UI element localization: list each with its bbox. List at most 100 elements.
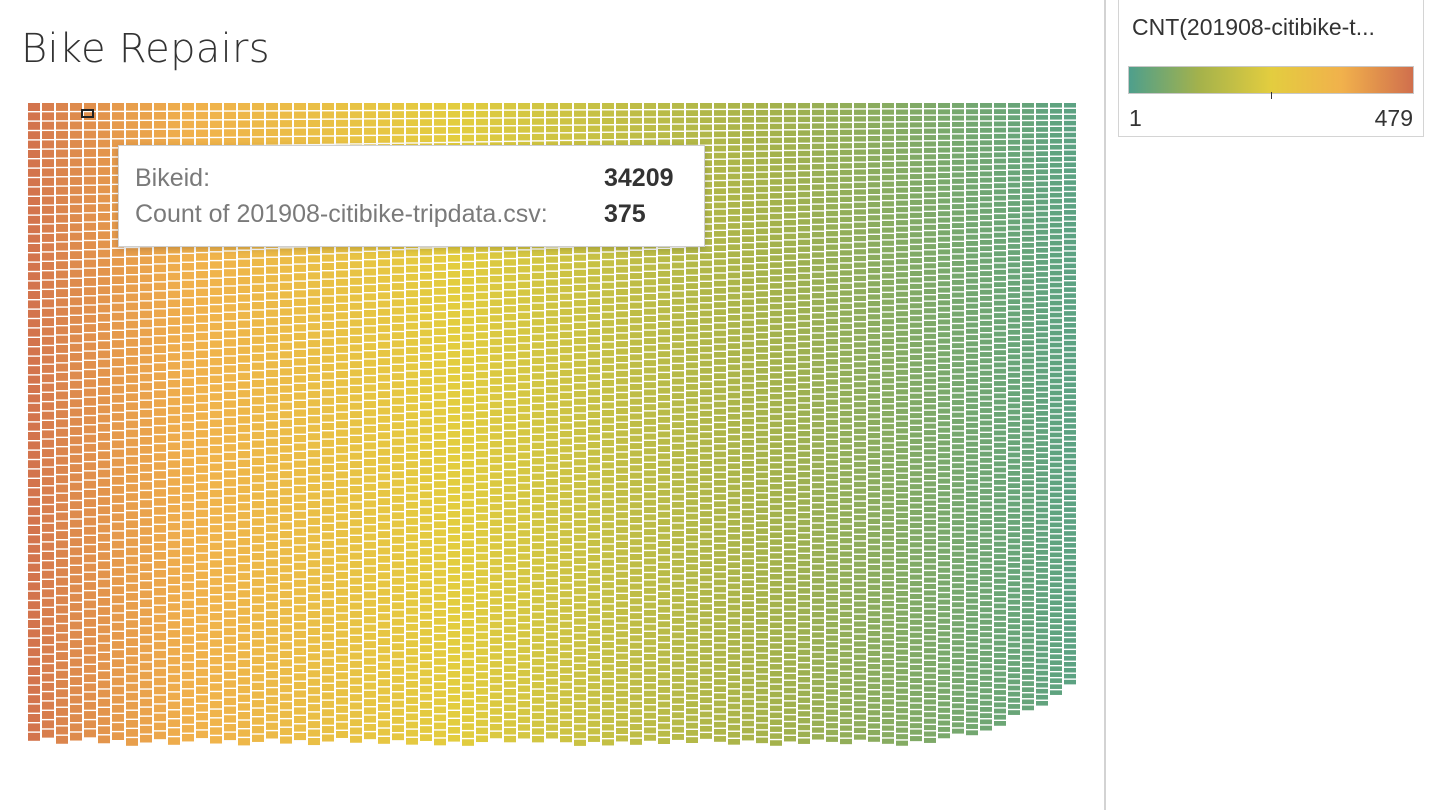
treemap-mark[interactable] — [420, 289, 432, 296]
treemap-mark[interactable] — [434, 336, 446, 343]
treemap-mark[interactable] — [840, 638, 852, 644]
treemap-mark[interactable] — [322, 279, 334, 287]
treemap-mark[interactable] — [602, 110, 614, 117]
treemap-mark[interactable] — [322, 599, 334, 607]
treemap-mark[interactable] — [56, 540, 68, 549]
treemap-mark[interactable] — [714, 302, 726, 308]
treemap-mark[interactable] — [84, 388, 96, 397]
treemap-mark[interactable] — [392, 414, 404, 421]
treemap-mark[interactable] — [756, 521, 768, 527]
treemap-mark[interactable] — [644, 690, 656, 697]
treemap-mark[interactable] — [56, 493, 68, 502]
treemap-mark[interactable] — [630, 339, 642, 346]
treemap-mark[interactable] — [196, 668, 208, 677]
treemap-mark[interactable] — [392, 520, 404, 528]
treemap-mark[interactable] — [728, 576, 740, 583]
treemap-mark[interactable] — [182, 378, 194, 386]
treemap-mark[interactable] — [840, 136, 852, 142]
treemap-mark[interactable] — [196, 341, 208, 350]
treemap-mark[interactable] — [266, 533, 278, 541]
treemap-mark[interactable] — [280, 693, 292, 701]
treemap-mark[interactable] — [448, 407, 460, 414]
treemap-mark[interactable] — [84, 195, 96, 203]
treemap-mark[interactable] — [56, 596, 68, 605]
treemap-mark[interactable] — [252, 388, 264, 396]
treemap-mark[interactable] — [630, 672, 642, 679]
treemap-mark[interactable] — [252, 561, 264, 569]
treemap-mark[interactable] — [490, 668, 502, 676]
treemap-mark[interactable] — [560, 400, 572, 407]
treemap-mark[interactable] — [294, 605, 306, 613]
treemap-mark[interactable] — [364, 666, 376, 673]
treemap-mark[interactable] — [770, 497, 782, 504]
treemap-mark[interactable] — [238, 416, 250, 424]
treemap-mark[interactable] — [686, 290, 698, 297]
treemap-mark[interactable] — [840, 343, 852, 350]
treemap-mark[interactable] — [518, 576, 530, 584]
treemap-mark[interactable] — [812, 170, 824, 177]
treemap-mark[interactable] — [602, 671, 614, 679]
treemap-mark[interactable] — [140, 247, 152, 256]
treemap-mark[interactable] — [168, 245, 180, 254]
treemap-mark[interactable] — [742, 320, 754, 327]
treemap-mark[interactable] — [770, 511, 782, 518]
treemap-mark[interactable] — [336, 329, 348, 337]
treemap-mark[interactable] — [672, 277, 684, 283]
treemap-mark[interactable] — [826, 217, 838, 223]
treemap-mark[interactable] — [560, 438, 572, 445]
treemap-mark[interactable] — [812, 143, 824, 150]
treemap-mark[interactable] — [476, 609, 488, 616]
treemap-mark[interactable] — [70, 399, 82, 408]
treemap-mark[interactable] — [392, 430, 404, 438]
treemap-mark[interactable] — [742, 264, 754, 271]
treemap-mark[interactable] — [756, 416, 768, 423]
treemap-mark[interactable] — [630, 531, 642, 538]
treemap-mark[interactable] — [462, 572, 474, 579]
treemap-mark[interactable] — [686, 708, 698, 715]
treemap-mark[interactable] — [42, 514, 54, 523]
treemap-mark[interactable] — [420, 523, 432, 531]
treemap-mark[interactable] — [560, 430, 572, 438]
treemap-mark[interactable] — [238, 572, 250, 581]
treemap-mark[interactable] — [560, 461, 572, 468]
treemap-mark[interactable] — [126, 529, 138, 538]
treemap-mark[interactable] — [112, 595, 124, 604]
treemap-mark[interactable] — [294, 324, 306, 332]
treemap-mark[interactable] — [378, 341, 390, 349]
treemap-mark[interactable] — [126, 665, 138, 674]
treemap-mark[interactable] — [490, 606, 502, 613]
treemap-mark[interactable] — [476, 529, 488, 537]
treemap-mark[interactable] — [630, 716, 642, 723]
treemap-mark[interactable] — [826, 251, 838, 257]
treemap-mark[interactable] — [350, 669, 362, 677]
treemap-mark[interactable] — [840, 524, 852, 530]
treemap-mark[interactable] — [154, 138, 166, 147]
treemap-mark[interactable] — [672, 443, 684, 450]
treemap-mark[interactable] — [308, 526, 320, 534]
treemap-mark[interactable] — [196, 624, 208, 632]
treemap-mark[interactable] — [714, 287, 726, 294]
treemap-mark[interactable] — [224, 400, 236, 408]
treemap-mark[interactable] — [56, 205, 68, 214]
treemap-mark[interactable] — [770, 380, 782, 386]
treemap-mark[interactable] — [112, 112, 124, 120]
treemap-mark[interactable] — [434, 722, 446, 730]
treemap-mark[interactable] — [798, 342, 810, 348]
treemap-mark[interactable] — [546, 379, 558, 386]
treemap-mark[interactable] — [868, 294, 880, 300]
treemap-mark[interactable] — [742, 299, 754, 306]
treemap-mark[interactable] — [616, 370, 628, 377]
treemap-mark[interactable] — [28, 338, 40, 346]
treemap-mark[interactable] — [588, 103, 600, 110]
treemap-mark[interactable] — [322, 136, 334, 144]
treemap-mark[interactable] — [42, 664, 54, 673]
treemap-mark[interactable] — [812, 449, 824, 455]
treemap-mark[interactable] — [84, 692, 96, 701]
treemap-mark[interactable] — [210, 375, 222, 383]
treemap-mark[interactable] — [784, 378, 796, 384]
treemap-mark[interactable] — [126, 620, 138, 628]
treemap-mark[interactable] — [560, 659, 572, 666]
treemap-mark[interactable] — [812, 157, 824, 163]
treemap-mark[interactable] — [294, 707, 306, 715]
treemap-mark[interactable] — [112, 422, 124, 430]
